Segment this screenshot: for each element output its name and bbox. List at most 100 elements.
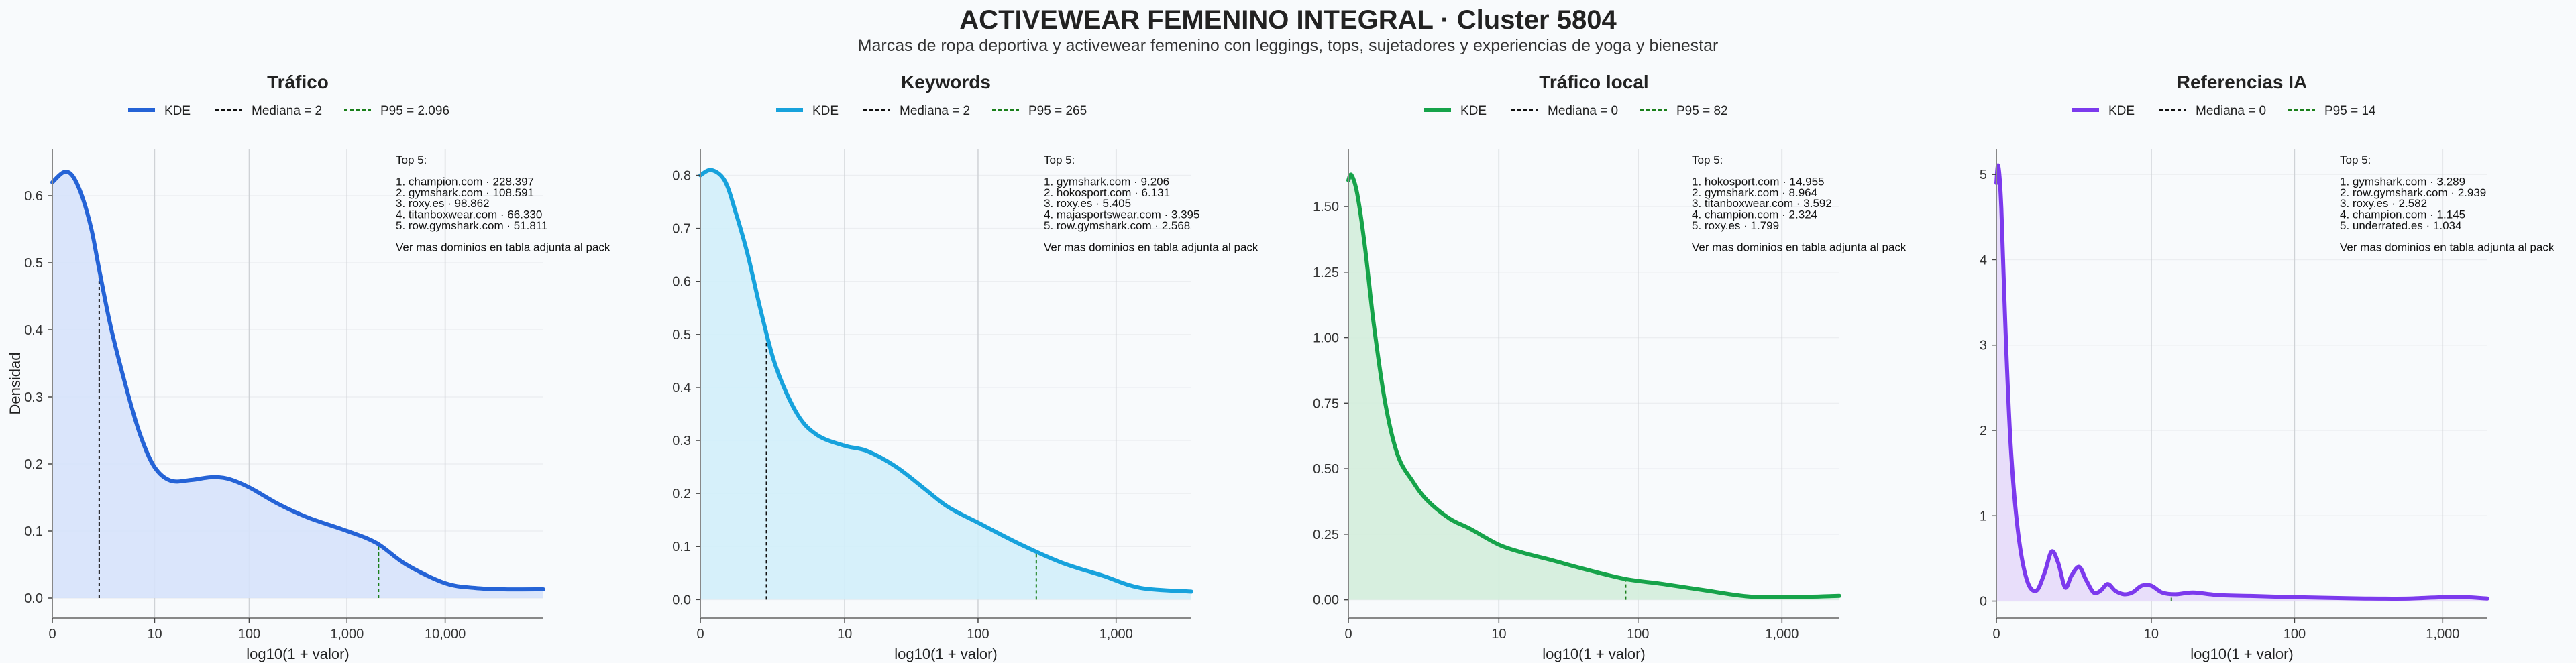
top5-annotation-line: 1. gymshark.com · 3.289 [2340,176,2465,188]
kde-line [50,170,545,592]
chart-panel-3: Tráfico local KDE Mediana = 0 P95 = 82 0.00 0… [1313,72,1907,662]
top5-annotation-line: Ver mas dominios en tabla adjunta al pac… [396,241,610,253]
y-tick-label: 2 [1980,424,1987,438]
legend: KDE Mediana = 0 P95 = 82 [1424,104,1728,118]
legend-p95-label: P95 = 265 [1028,104,1087,118]
y-axis-label: Densidad [7,353,23,415]
legend-p95-label: P95 = 2.096 [380,104,449,118]
legend-kde-label: KDE [812,104,839,118]
top5-annotation-line: Top 5: [396,154,427,166]
legend: KDE Mediana = 2 P95 = 2.096 [128,104,449,118]
legend: KDE Mediana = 2 P95 = 265 [776,104,1087,118]
top5-annotation-line: 5. roxy.es · 1.799 [1692,219,1779,232]
kde-area [1348,174,1839,600]
y-tick-label: 0.5 [672,328,691,343]
top5-annotation-line: 2. row.gymshark.com · 2.939 [2340,186,2486,199]
x-tick-label: 10 [837,627,852,642]
y-tick-label: 0.3 [672,434,691,448]
chart-panel-4: Referencias IA KDE Mediana = 0 P95 = 14 0 1 2 3… [1980,72,2555,662]
x-tick-label: 0 [1992,627,2000,642]
x-tick-label: 0 [48,627,56,642]
x-tick-label: 1,000 [1765,627,1799,642]
legend-kde-label: KDE [1460,104,1487,118]
panel-title: Keywords [901,72,991,93]
panel-title: Tráfico local [1539,72,1648,93]
legend-median-label: Mediana = 0 [1548,104,1618,118]
x-tick-label: 100 [2284,627,2306,642]
chart-panel-2: Keywords KDE Mediana = 2 P95 = 265 0.0 0.1 0.2… [672,72,1258,662]
x-axis-label: log10(1 + valor) [1542,646,1645,662]
y-tick-label: 0.0 [24,591,43,606]
top5-annotation-line: 5. row.gymshark.com · 51.811 [396,219,547,232]
chart-panel-1: Tráfico KDE Mediana = 2 P95 = 2.096 0.0 0.1 0.… [7,72,610,662]
top5-annotation-line: 2. hokosport.com · 6.131 [1044,186,1170,199]
kde-area [52,172,543,598]
x-tick-label: 10 [2144,627,2159,642]
kde-line [1346,172,1841,600]
y-tick-label: 0.5 [24,256,43,271]
top5-annotation-line: Ver mas dominios en tabla adjunta al pac… [1692,241,1907,253]
y-tick-label: 0.1 [24,524,43,539]
legend-p95-label: P95 = 14 [2324,104,2376,118]
top5-annotation-line: 1. gymshark.com · 9.206 [1044,176,1169,188]
kde-area [700,170,1191,600]
kde-line [1994,163,2489,601]
y-tick-label: 0.8 [672,169,691,184]
top5-annotation-line: 3. roxy.es · 2.582 [2340,197,2427,210]
y-tick-label: 0.2 [24,457,43,472]
top5-annotation-line: 1. champion.com · 228.397 [396,176,534,188]
top5-annotation-line: Top 5: [1044,154,1075,166]
panel-title: Tráfico [267,72,329,93]
x-axis-label: log10(1 + valor) [2190,646,2293,662]
y-tick-label: 0.1 [672,540,691,554]
y-tick-label: 0.00 [1313,593,1339,608]
x-tick-label: 100 [1627,627,1649,642]
top5-annotation-line: 4. titanboxwear.com · 66.330 [396,208,542,221]
x-tick-label: 10,000 [425,627,466,642]
y-tick-label: 3 [1980,339,1987,353]
x-tick-label: 1,000 [330,627,364,642]
y-tick-label: 1.25 [1313,265,1339,280]
y-tick-label: 0.50 [1313,462,1339,477]
x-tick-label: 1,000 [2426,627,2459,642]
top5-annotation-line: 4. champion.com · 2.324 [1692,208,1817,221]
y-tick-label: 0.25 [1313,528,1339,542]
x-tick-label: 0 [696,627,704,642]
y-tick-label: 0.7 [672,222,691,237]
page-title: ACTIVEWEAR FEMENINO INTEGRAL · Cluster 5… [959,5,1617,35]
x-tick-label: 0 [1344,627,1352,642]
top5-annotation-line: Ver mas dominios en tabla adjunta al pac… [2340,241,2555,253]
x-axis-label: log10(1 + valor) [246,646,349,662]
top5-annotation-line: 4. champion.com · 1.145 [2340,208,2465,221]
y-tick-label: 5 [1980,168,1987,182]
y-tick-label: 1 [1980,509,1987,524]
legend-median-label: Mediana = 2 [252,104,322,118]
y-tick-label: 0.6 [672,275,691,290]
top5-annotation-line: 3. titanboxwear.com · 3.592 [1692,197,1832,210]
legend-median-label: Mediana = 0 [2196,104,2266,118]
top5-annotation-line: 3. roxy.es · 5.405 [1044,197,1131,210]
top5-annotation-line: 1. hokosport.com · 14.955 [1692,176,1825,188]
y-tick-label: 1.00 [1313,331,1339,346]
y-tick-label: 0.2 [672,487,691,501]
x-tick-label: 100 [238,627,260,642]
top5-annotation-line: 5. row.gymshark.com · 2.568 [1044,219,1190,232]
panel-title: Referencias IA [2177,72,2308,93]
y-tick-label: 0.3 [24,390,43,405]
top5-annotation-line: 2. gymshark.com · 8.964 [1692,186,1817,199]
top5-annotation-line: Top 5: [2340,154,2371,166]
top5-annotation-line: 3. roxy.es · 98.862 [396,197,490,210]
x-axis-label: log10(1 + valor) [894,646,997,662]
x-tick-label: 1,000 [1099,627,1133,642]
y-tick-label: 0.4 [24,323,43,338]
top5-annotation-line: 5. underrated.es · 1.034 [2340,219,2461,232]
y-tick-label: 4 [1980,253,1987,267]
kde-line [698,168,1193,594]
legend-median-label: Mediana = 2 [900,104,970,118]
y-tick-label: 0.0 [672,593,691,607]
top5-annotation-line: 4. majasportswear.com · 3.395 [1044,208,1199,221]
legend-kde-label: KDE [164,104,191,118]
y-tick-label: 0.6 [24,189,43,204]
legend: KDE Mediana = 0 P95 = 14 [2072,104,2376,118]
